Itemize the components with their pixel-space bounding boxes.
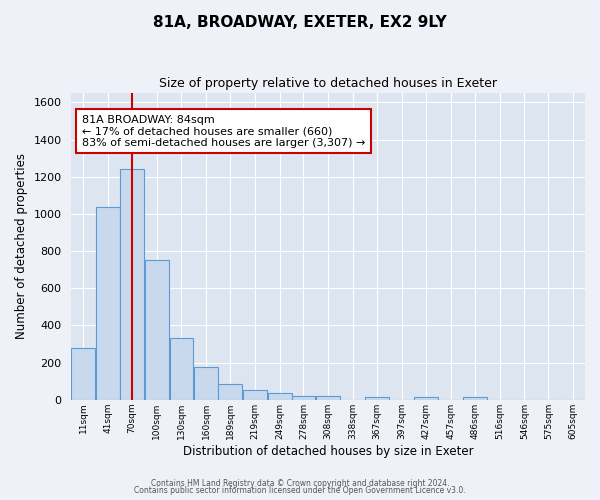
Bar (170, 338, 193, 400)
Bar (218, 384, 242, 400)
X-axis label: Distribution of detached houses by size in Exeter: Distribution of detached houses by size … (183, 444, 473, 458)
Bar (292, 396, 316, 400)
Bar (145, 260, 169, 400)
Text: Contains HM Land Registry data © Crown copyright and database right 2024.: Contains HM Land Registry data © Crown c… (151, 478, 449, 488)
Bar (96, 208, 120, 400)
Bar (71, 348, 95, 400)
Bar (463, 397, 487, 400)
Text: 81A, BROADWAY, EXETER, EX2 9LY: 81A, BROADWAY, EXETER, EX2 9LY (153, 15, 447, 30)
Bar (316, 396, 340, 400)
Title: Size of property relative to detached houses in Exeter: Size of property relative to detached ho… (159, 78, 497, 90)
Bar (243, 390, 267, 400)
Bar (415, 397, 438, 400)
Bar (120, 170, 144, 400)
Text: 81A BROADWAY: 84sqm
← 17% of detached houses are smaller (660)
83% of semi-detac: 81A BROADWAY: 84sqm ← 17% of detached ho… (82, 114, 365, 148)
Text: Contains public sector information licensed under the Open Government Licence v3: Contains public sector information licen… (134, 486, 466, 495)
Y-axis label: Number of detached properties: Number of detached properties (15, 154, 28, 340)
Bar (365, 397, 389, 400)
Bar (194, 368, 218, 400)
Bar (268, 394, 292, 400)
